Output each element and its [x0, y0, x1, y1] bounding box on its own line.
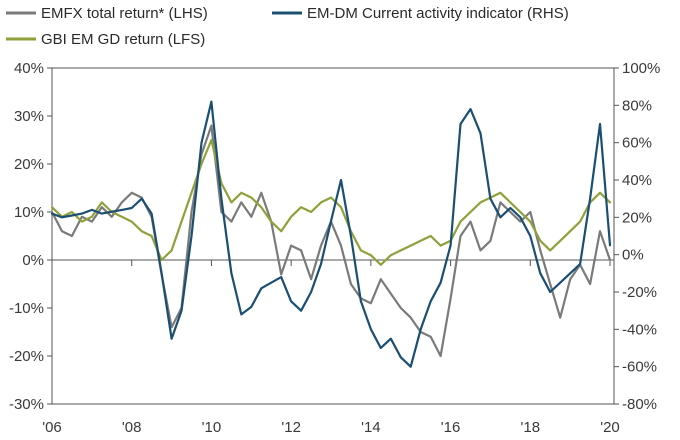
series-line-0 — [50, 124, 612, 358]
legend-label: EMFX total return* (LHS) — [41, 5, 208, 22]
x-tick-label: '12 — [281, 419, 301, 436]
legend-item-1: GBI EM GD return (LFS) — [6, 31, 205, 48]
y-left-tick-label: 40% — [14, 60, 44, 77]
y-left-tick-label: -20% — [9, 348, 44, 365]
y-left-tick-label: 0% — [22, 252, 44, 269]
x-tick-label: '16 — [441, 419, 461, 436]
y-right-tick-label: 40% — [622, 172, 652, 189]
y-left-tick-label: -30% — [9, 396, 44, 413]
y-right-tick-label: 20% — [622, 209, 652, 226]
legend-label: GBI EM GD return (LFS) — [41, 31, 205, 48]
legend-item-0: EMFX total return* (LHS) — [6, 5, 208, 22]
legend-label: EM-DM Current activity indicator (RHS) — [307, 5, 569, 22]
y-left-tick-label: 20% — [14, 156, 44, 173]
x-tick-label: '18 — [521, 419, 541, 436]
legend-item-2: EM-DM Current activity indicator (RHS) — [272, 5, 569, 22]
y-right-tick-label: 80% — [622, 97, 652, 114]
y-left-tick-label: -10% — [9, 300, 44, 317]
y-right-tick-label: -80% — [622, 396, 657, 413]
y-left-tick-label: 30% — [14, 108, 44, 125]
x-tick-label: '08 — [122, 419, 142, 436]
y-right-tick-label: 0% — [622, 247, 644, 264]
y-right-tick-label: 60% — [622, 135, 652, 152]
axes — [51, 67, 615, 405]
series-line-2 — [50, 100, 612, 368]
y-right-tick-label: -20% — [622, 284, 657, 301]
y-right-tick-label: 100% — [622, 60, 660, 77]
series-lines — [50, 100, 612, 368]
legend: EMFX total return* (LHS) GBI EM GD return… — [6, 5, 569, 48]
y-axis-left: 40% 30% 20% 10% 0% -10% -20% -30% — [9, 60, 52, 413]
x-tick-label: '10 — [202, 419, 222, 436]
x-axis: '06 '08 '10 '12 '14 '16 '18 '20 — [42, 260, 620, 436]
y-axis-right: 100% 80% 60% 40% 20% 0% -20% -40% -60% -80% — [614, 60, 660, 413]
series-line-1 — [50, 138, 612, 266]
x-tick-label: '20 — [600, 419, 620, 436]
y-right-tick-label: -40% — [622, 321, 657, 338]
y-left-tick-label: 10% — [14, 204, 44, 221]
y-right-tick-label: -60% — [622, 359, 657, 376]
x-tick-label: '14 — [361, 419, 381, 436]
x-tick-label: '06 — [42, 419, 62, 436]
